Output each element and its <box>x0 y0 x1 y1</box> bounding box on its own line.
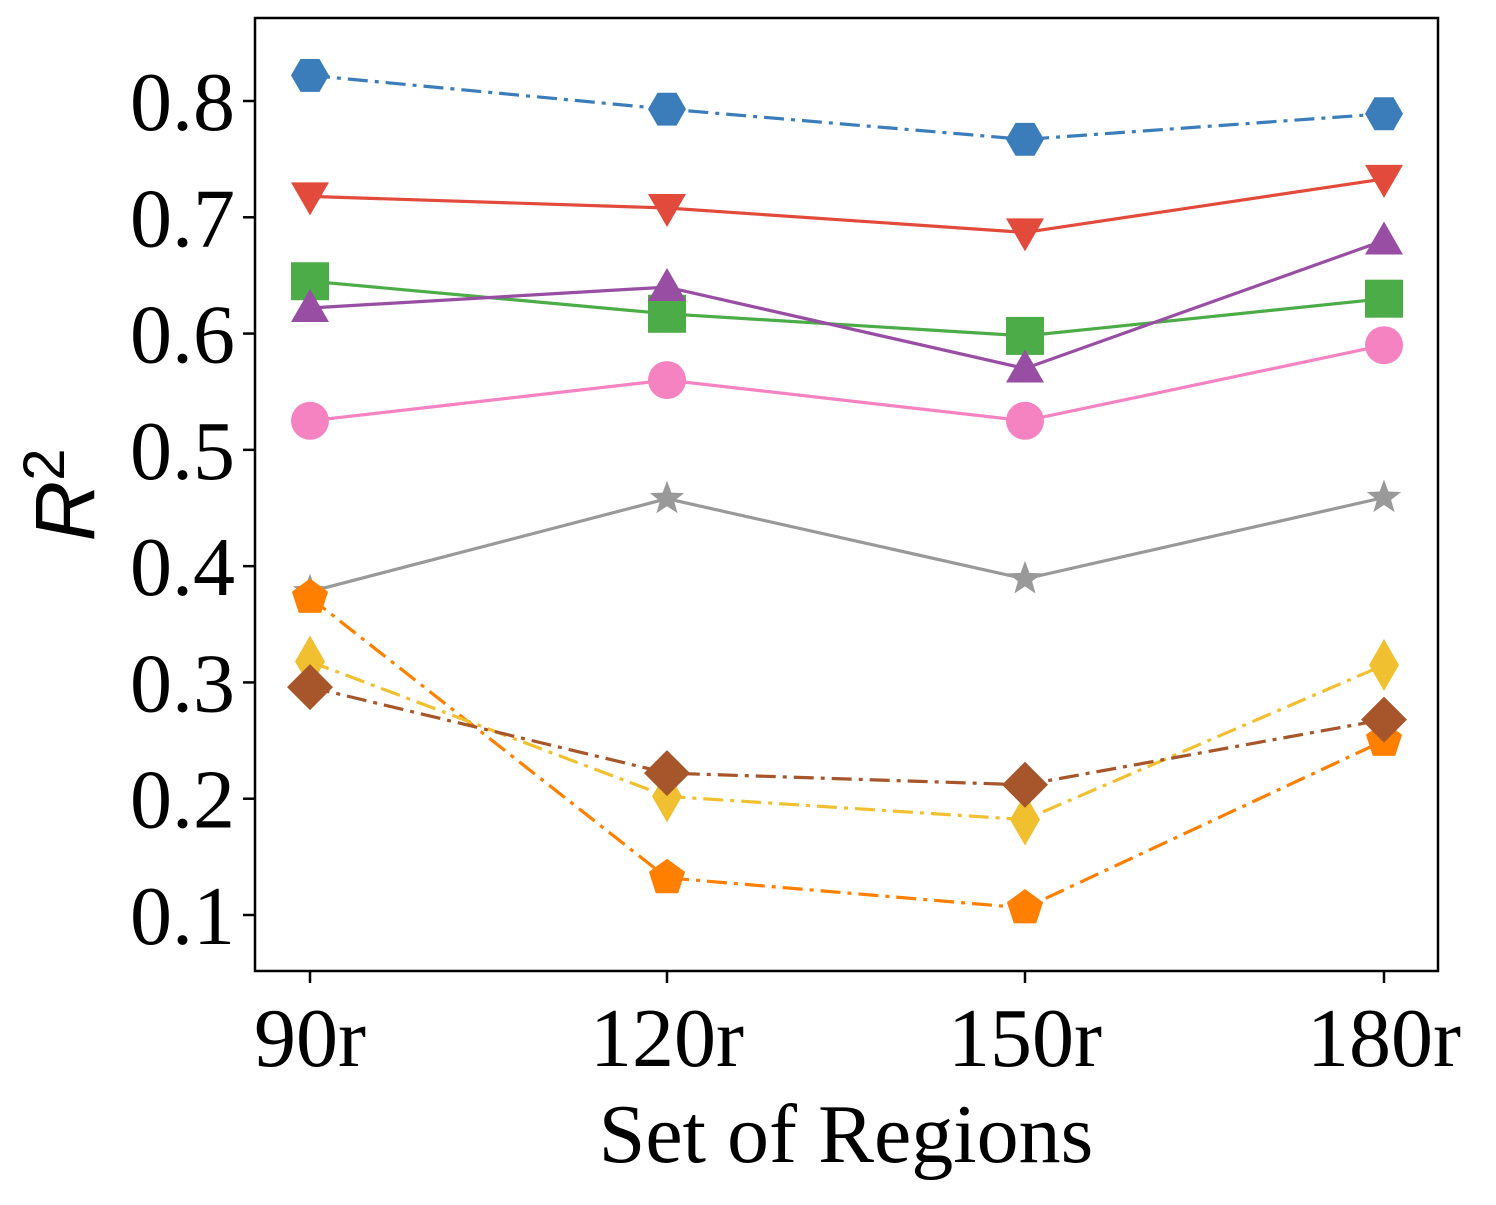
y-tick-label: 0.6 <box>130 289 235 382</box>
series-purple <box>291 221 1403 383</box>
data-point-marker <box>648 858 686 894</box>
series-line <box>309 177 1385 235</box>
series-line <box>309 73 1385 142</box>
data-point-marker <box>1365 97 1403 131</box>
data-point-marker <box>1006 889 1044 924</box>
series-line <box>309 495 1385 594</box>
data-point-marker <box>648 268 686 302</box>
data-point-marker <box>1369 638 1399 691</box>
data-point-marker <box>291 182 329 216</box>
data-point-marker <box>291 401 329 440</box>
series-line <box>309 343 1385 423</box>
y-axis-title-main: R <box>18 481 112 542</box>
y-tick-label: 0.1 <box>130 870 235 963</box>
data-point-marker <box>1366 479 1402 513</box>
x-tick-label: 120r <box>590 992 744 1085</box>
data-point-marker <box>1006 349 1044 383</box>
data-point-marker <box>648 361 686 400</box>
series-line <box>309 238 1385 371</box>
series-line <box>309 685 1385 787</box>
data-point-marker <box>1361 696 1407 743</box>
series-layer <box>287 59 1407 924</box>
series-pink <box>291 326 1403 440</box>
x-axis-title: Set of Regions <box>599 1088 1094 1181</box>
data-point-marker <box>1365 279 1403 318</box>
y-tick-label: 0.5 <box>130 405 235 498</box>
y-tick-label: 0.3 <box>130 637 235 730</box>
series-blue <box>291 59 1403 156</box>
data-point-marker <box>648 193 686 227</box>
data-point-marker <box>648 294 686 333</box>
data-point-marker <box>1010 793 1040 846</box>
y-axis-title-superscript: 2 <box>12 449 77 481</box>
data-point-marker <box>1006 122 1044 156</box>
series-brown <box>287 664 1407 808</box>
y-axis: 0.1 0.2 0.3 0.4 0.5 0.6 0.7 0.8 <box>130 56 255 963</box>
y-tick-label: 0.2 <box>130 754 235 847</box>
y-tick-label: 0.4 <box>130 521 235 614</box>
x-tick-label: 180r <box>1307 992 1461 1085</box>
data-point-marker <box>291 288 329 322</box>
y-axis-title: R2 <box>12 449 112 542</box>
data-point-marker <box>1365 326 1403 365</box>
data-point-marker <box>287 664 333 711</box>
data-point-marker <box>1006 316 1044 355</box>
svg-text:R2: R2 <box>12 449 112 542</box>
y-tick-label: 0.8 <box>130 56 235 149</box>
series-red <box>291 164 1403 252</box>
data-point-marker <box>1002 761 1048 808</box>
data-point-marker <box>644 750 690 797</box>
x-tick-label: 150r <box>948 992 1102 1085</box>
x-tick-label: 90r <box>254 992 366 1085</box>
y-tick-label: 0.7 <box>130 172 235 265</box>
data-point-marker <box>1006 218 1044 252</box>
data-point-marker <box>1365 164 1403 198</box>
data-point-marker <box>291 59 329 92</box>
data-point-marker <box>648 92 686 126</box>
x-axis: 90r 120r 150r 180r <box>254 971 1461 1085</box>
series-line <box>309 660 1385 822</box>
plot-area <box>253 16 1440 973</box>
data-point-marker <box>291 578 329 613</box>
data-point-marker <box>1007 560 1043 594</box>
data-point-marker <box>1006 401 1044 440</box>
data-point-marker <box>1365 221 1403 255</box>
data-point-marker <box>649 480 685 514</box>
